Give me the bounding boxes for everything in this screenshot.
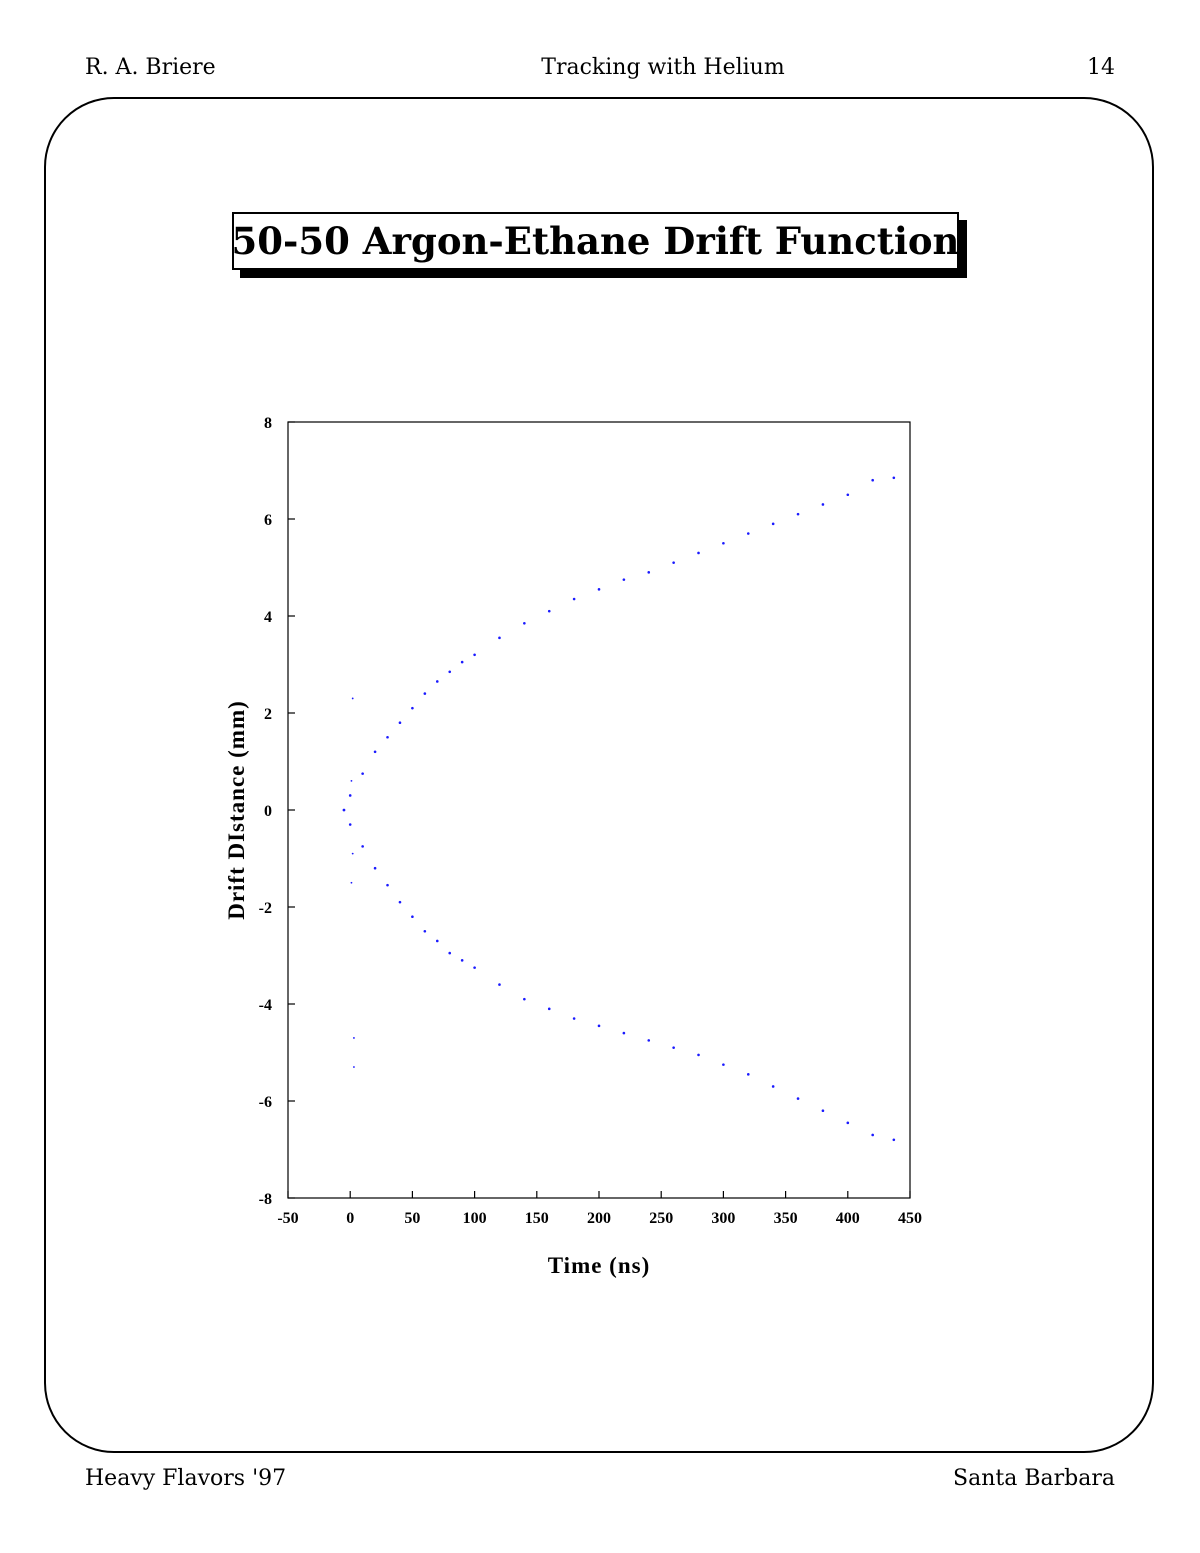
plot-area bbox=[287, 421, 911, 1199]
data-point bbox=[373, 866, 377, 870]
data-point bbox=[547, 1007, 551, 1011]
data-point bbox=[448, 670, 452, 674]
data-point bbox=[498, 983, 501, 986]
data-point bbox=[423, 692, 427, 695]
data-point bbox=[597, 1024, 601, 1028]
header-author: R. A. Briere bbox=[85, 55, 216, 80]
data-point bbox=[771, 1085, 775, 1088]
data-point bbox=[523, 621, 526, 625]
data-point bbox=[871, 1133, 874, 1137]
data-point bbox=[373, 750, 377, 754]
footer-location: Santa Barbara bbox=[953, 1466, 1115, 1491]
header-page-number: 14 bbox=[1087, 55, 1115, 80]
data-point bbox=[353, 1066, 355, 1068]
data-point bbox=[647, 571, 651, 574]
y-tick-label: 4 bbox=[264, 609, 272, 626]
data-point bbox=[746, 532, 750, 535]
x-tick-label: 450 bbox=[898, 1210, 922, 1227]
data-point bbox=[871, 478, 874, 482]
y-tick-label: -2 bbox=[259, 900, 272, 917]
y-axis-label: Drift DIstance (mm) bbox=[224, 700, 249, 920]
data-point bbox=[411, 915, 414, 918]
y-tick-label: 2 bbox=[264, 706, 272, 723]
data-point bbox=[672, 561, 675, 564]
x-tick-label: 150 bbox=[525, 1210, 549, 1227]
data-point bbox=[746, 1073, 750, 1076]
data-point bbox=[351, 697, 354, 700]
data-point bbox=[361, 845, 364, 848]
x-tick-label: 0 bbox=[346, 1210, 354, 1227]
data-point bbox=[342, 808, 346, 812]
data-point bbox=[572, 1017, 576, 1020]
x-tick-label: 300 bbox=[711, 1210, 735, 1227]
data-point bbox=[892, 476, 896, 480]
data-point bbox=[350, 780, 353, 782]
data-point bbox=[350, 881, 353, 884]
slide-title: 50-50 Argon-Ethane Drift Function bbox=[232, 212, 959, 270]
y-tick-label: 8 bbox=[264, 415, 272, 432]
data-point bbox=[448, 951, 452, 955]
x-tick-label: 100 bbox=[463, 1210, 487, 1227]
data-point bbox=[846, 493, 850, 497]
footer-conference: Heavy Flavors '97 bbox=[85, 1466, 287, 1491]
y-tick-label: -8 bbox=[259, 1191, 272, 1208]
data-point bbox=[353, 1037, 355, 1039]
data-point bbox=[722, 541, 725, 545]
y-tick-label: -4 bbox=[259, 997, 272, 1014]
x-axis-ticks: -50 0 50 100 150 200 250 300 350 400 450 bbox=[277, 1191, 922, 1227]
data-point bbox=[435, 680, 439, 683]
y-tick-label: 0 bbox=[264, 803, 272, 820]
data-point bbox=[722, 1063, 725, 1066]
data-point bbox=[498, 636, 501, 640]
data-point bbox=[361, 772, 364, 775]
data-point bbox=[672, 1046, 675, 1049]
x-axis-label: Time (ns) bbox=[548, 1253, 651, 1278]
data-point bbox=[386, 735, 389, 739]
data-point bbox=[435, 939, 439, 943]
data-point bbox=[523, 997, 526, 1001]
x-tick-label: 350 bbox=[774, 1210, 798, 1227]
data-point bbox=[892, 1138, 896, 1142]
data-point bbox=[348, 823, 352, 826]
scatter-points bbox=[342, 476, 896, 1142]
data-point bbox=[398, 721, 402, 724]
data-point bbox=[846, 1121, 850, 1125]
data-point bbox=[597, 588, 601, 591]
x-tick-label: 400 bbox=[836, 1210, 860, 1227]
data-point bbox=[411, 706, 414, 710]
data-point bbox=[423, 929, 427, 933]
data-point bbox=[821, 503, 825, 506]
y-tick-label: -6 bbox=[259, 1094, 272, 1111]
data-point bbox=[796, 1097, 800, 1100]
data-point bbox=[460, 959, 464, 962]
data-point bbox=[460, 660, 464, 664]
data-point bbox=[572, 597, 576, 601]
data-point bbox=[473, 966, 476, 969]
y-tick-label: 6 bbox=[264, 512, 272, 529]
x-tick-label: 50 bbox=[404, 1210, 420, 1227]
data-point bbox=[622, 578, 626, 581]
data-point bbox=[348, 794, 352, 797]
x-tick-label: 200 bbox=[587, 1210, 611, 1227]
data-point bbox=[771, 522, 775, 526]
x-tick-label: 250 bbox=[649, 1210, 673, 1227]
y-axis-ticks: -8 -6 -4 -2 0 2 4 6 8 bbox=[259, 415, 295, 1208]
data-point bbox=[622, 1031, 626, 1035]
data-point bbox=[821, 1109, 825, 1112]
data-point bbox=[697, 551, 700, 555]
data-point bbox=[351, 852, 354, 855]
data-point bbox=[796, 512, 800, 516]
data-point bbox=[547, 609, 551, 613]
data-point bbox=[398, 900, 402, 904]
x-tick-label: -50 bbox=[277, 1210, 298, 1227]
header-topic: Tracking with Helium bbox=[541, 55, 785, 80]
data-point bbox=[647, 1039, 651, 1042]
slide-frame bbox=[44, 97, 1154, 1453]
data-point bbox=[386, 883, 389, 887]
data-point bbox=[697, 1053, 700, 1057]
data-point bbox=[473, 653, 476, 657]
